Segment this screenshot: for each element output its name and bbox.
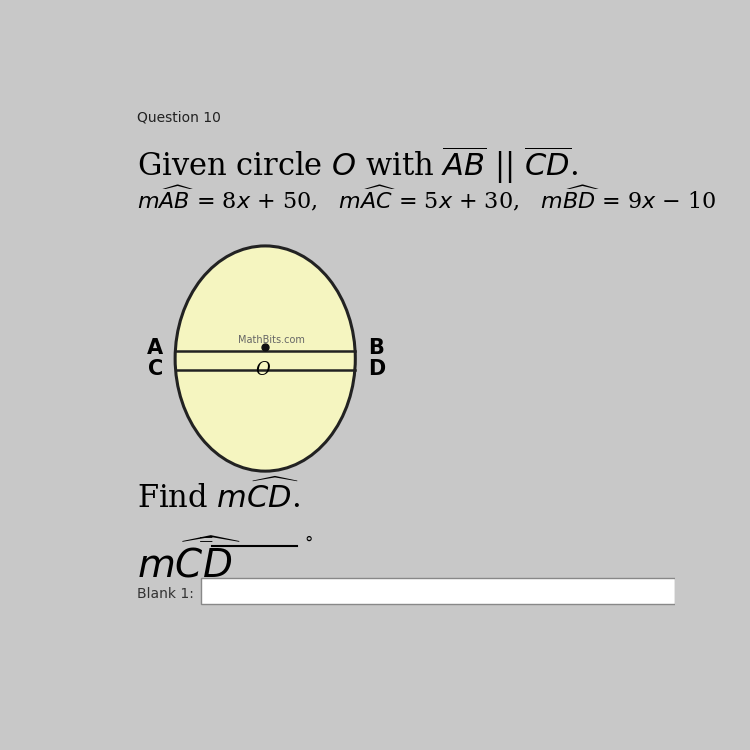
Text: Given circle $\mathit{O}$ with $\overline{AB}$ || $\overline{CD}$.: Given circle $\mathit{O}$ with $\overlin… [137, 145, 578, 187]
Text: $m\widehat{CD}$: $m\widehat{CD}$ [137, 541, 242, 586]
Text: Blank 1:: Blank 1: [137, 587, 194, 602]
Text: =: = [198, 532, 214, 550]
Ellipse shape [175, 246, 356, 471]
Text: D: D [368, 358, 385, 379]
Text: Find $m\widehat{CD}$.: Find $m\widehat{CD}$. [137, 480, 301, 515]
Text: C: C [148, 358, 163, 379]
Text: B: B [368, 338, 384, 358]
Text: MathBits.com: MathBits.com [238, 335, 304, 345]
Bar [201, 578, 675, 604]
Text: Question 10: Question 10 [137, 110, 221, 125]
Text: $m\widehat{AB}$ = 8$x$ + 50,   $m\widehat{AC}$ = 5$x$ + 30,   $m\widehat{BD}$ = : $m\widehat{AB}$ = 8$x$ + 50, $m\widehat{… [137, 184, 717, 213]
Text: O: O [255, 362, 270, 380]
Text: A: A [146, 338, 163, 358]
Text: °: ° [304, 535, 313, 553]
